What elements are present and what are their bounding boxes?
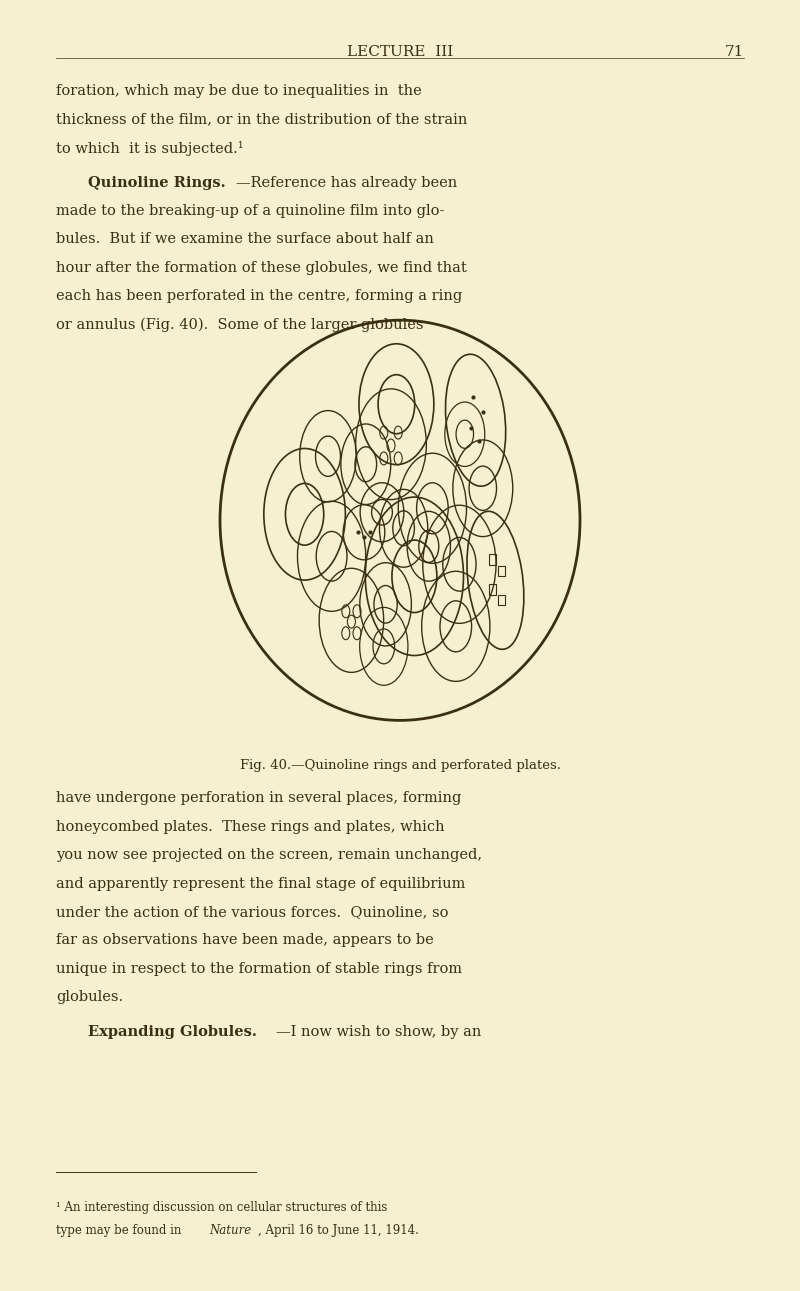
Text: far as observations have been made, appears to be: far as observations have been made, appe… xyxy=(56,933,434,948)
Text: Nature: Nature xyxy=(210,1224,252,1237)
Bar xyxy=(498,567,505,577)
Text: —Reference has already been: —Reference has already been xyxy=(236,176,458,190)
Text: under the action of the various forces.  Quinoline, so: under the action of the various forces. … xyxy=(56,905,449,919)
Text: bules.  But if we examine the surface about half an: bules. But if we examine the surface abo… xyxy=(56,232,434,247)
Text: and apparently represent the final stage of equilibrium: and apparently represent the final stage… xyxy=(56,877,466,891)
Text: or annulus (Fig. 40).  Some of the larger globules: or annulus (Fig. 40). Some of the larger… xyxy=(56,318,423,332)
Bar xyxy=(489,585,496,595)
Text: hour after the formation of these globules, we find that: hour after the formation of these globul… xyxy=(56,261,466,275)
Text: type may be found in: type may be found in xyxy=(56,1224,185,1237)
Text: , April 16 to June 11, 1914.: , April 16 to June 11, 1914. xyxy=(258,1224,418,1237)
Text: foration, which may be due to inequalities in  the: foration, which may be due to inequaliti… xyxy=(56,84,422,98)
Text: ¹ An interesting discussion on cellular structures of this: ¹ An interesting discussion on cellular … xyxy=(56,1201,387,1214)
Bar xyxy=(489,555,496,565)
Text: have undergone perforation in several places, forming: have undergone perforation in several pl… xyxy=(56,791,462,806)
Text: Expanding Globules.: Expanding Globules. xyxy=(88,1025,257,1039)
Text: honeycombed plates.  These rings and plates, which: honeycombed plates. These rings and plat… xyxy=(56,820,445,834)
Text: 71: 71 xyxy=(725,45,744,59)
Text: Fig. 40.—Quinoline rings and perforated plates.: Fig. 40.—Quinoline rings and perforated … xyxy=(239,759,561,772)
Bar xyxy=(498,595,505,605)
Text: unique in respect to the formation of stable rings from: unique in respect to the formation of st… xyxy=(56,962,462,976)
Text: Quinoline Rings.: Quinoline Rings. xyxy=(88,176,226,190)
Text: each has been perforated in the centre, forming a ring: each has been perforated in the centre, … xyxy=(56,289,462,303)
Text: you now see projected on the screen, remain unchanged,: you now see projected on the screen, rem… xyxy=(56,848,482,862)
Text: thickness of the film, or in the distribution of the strain: thickness of the film, or in the distrib… xyxy=(56,112,467,127)
Text: globules.: globules. xyxy=(56,990,123,1004)
Text: to which  it is subjected.¹: to which it is subjected.¹ xyxy=(56,141,244,156)
Text: —I now wish to show, by an: —I now wish to show, by an xyxy=(276,1025,482,1039)
Text: made to the breaking-up of a quinoline film into glo-: made to the breaking-up of a quinoline f… xyxy=(56,204,444,218)
Text: LECTURE  III: LECTURE III xyxy=(347,45,453,59)
